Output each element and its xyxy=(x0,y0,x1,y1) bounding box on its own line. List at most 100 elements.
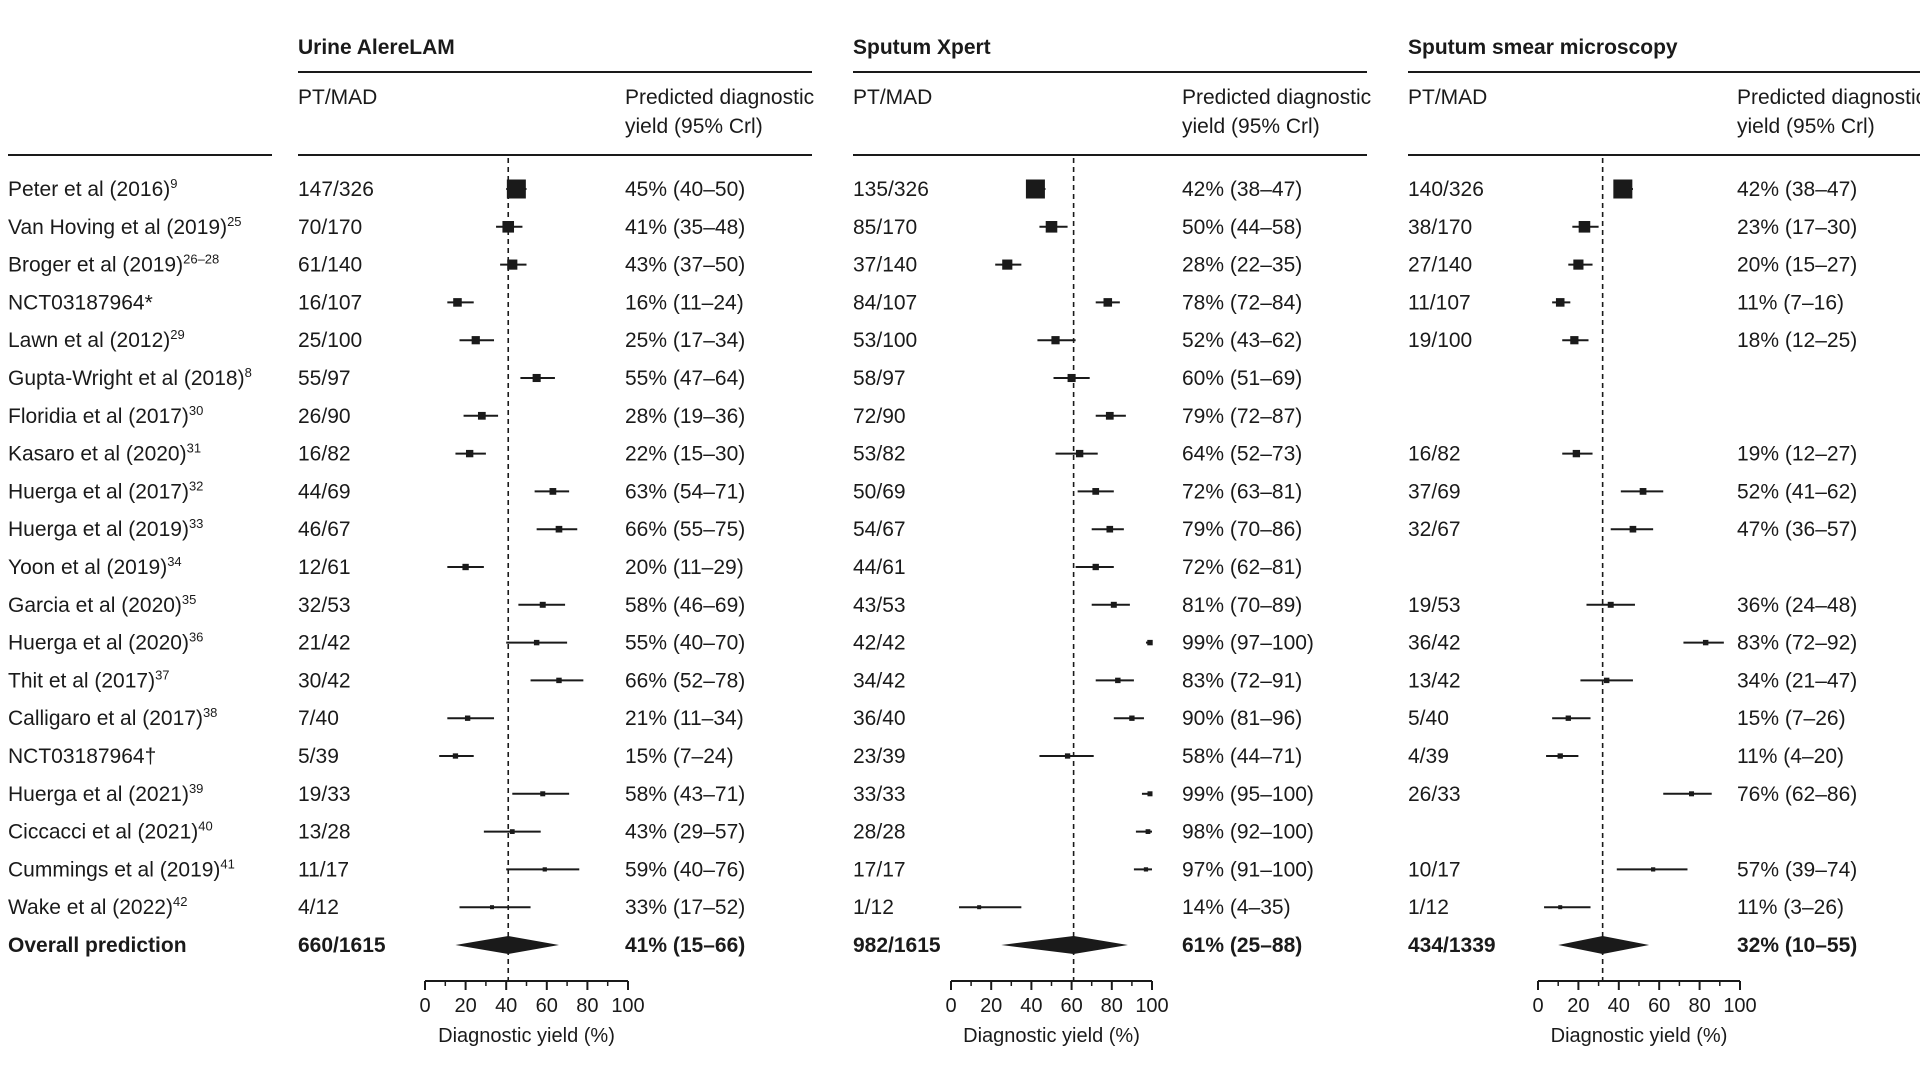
point-estimate xyxy=(452,753,459,759)
x-axis-label: Diagnostic yield (%) xyxy=(1551,1025,1728,1047)
study-reference: 31 xyxy=(187,441,201,456)
count-value: 37/140 xyxy=(853,254,917,277)
count-value: 19/53 xyxy=(1408,594,1461,617)
count-column-header: PT/MAD xyxy=(1408,86,1487,109)
yield-value: 11% (3–26) xyxy=(1737,896,1844,919)
study-reference: 35 xyxy=(182,592,196,607)
yield-value: 66% (52–78) xyxy=(625,669,745,692)
study-label: Calligaro et al (2017)38 xyxy=(8,705,217,730)
count-value: 5/39 xyxy=(298,745,339,768)
study-label: Gupta-Wright et al (2018)8 xyxy=(8,365,252,390)
count-column-header: PT/MAD xyxy=(298,86,377,109)
count-value: 27/140 xyxy=(1408,254,1472,277)
point-estimate xyxy=(1002,259,1013,270)
yield-value: 99% (95–100) xyxy=(1182,783,1314,806)
overall-count: 660/1615 xyxy=(298,934,386,957)
point-estimate xyxy=(549,488,557,495)
count-value: 16/82 xyxy=(1408,443,1461,466)
yield-value: 41% (35–48) xyxy=(625,216,745,239)
count-value: 140/326 xyxy=(1408,178,1484,201)
count-value: 13/42 xyxy=(1408,669,1461,692)
yield-value: 42% (38–47) xyxy=(1182,178,1302,201)
point-estimate xyxy=(977,905,982,910)
overall-label: Overall prediction xyxy=(8,934,187,957)
yield-value: 11% (4–20) xyxy=(1737,745,1844,768)
count-value: 36/40 xyxy=(853,707,906,730)
yield-value: 18% (12–25) xyxy=(1737,329,1857,352)
point-estimate xyxy=(1051,336,1060,345)
study-label: Lawn et al (2012)29 xyxy=(8,327,185,352)
count-value: 30/42 xyxy=(298,669,351,692)
x-tick-label: 60 xyxy=(1648,995,1670,1017)
forest-panels: Urine AlereLAM PT/MAD Predicted diagnostic… xyxy=(298,36,1920,1047)
point-estimate xyxy=(1557,753,1563,759)
point-estimate xyxy=(1025,179,1045,199)
overall-yield: 32% (10–55) xyxy=(1737,934,1857,957)
yield-value: 99% (97–100) xyxy=(1182,632,1314,655)
yield-value: 42% (38–47) xyxy=(1737,178,1857,201)
study-reference: 37 xyxy=(155,667,169,682)
x-tick-label: 40 xyxy=(1020,995,1042,1017)
count-value: 23/39 xyxy=(853,745,906,768)
yield-value: 20% (11–29) xyxy=(625,556,744,579)
x-tick-label: 20 xyxy=(1567,995,1589,1017)
yield-value: 19% (12–27) xyxy=(1737,443,1857,466)
count-value: 33/33 xyxy=(853,783,906,806)
overall-diamond xyxy=(455,936,559,954)
study-label: Garcia et al (2020)35 xyxy=(8,592,196,617)
yield-value: 76% (62–86) xyxy=(1737,783,1857,806)
count-value: 4/12 xyxy=(298,896,339,919)
yield-column-header-line2: yield (95% Crl) xyxy=(1737,115,1875,138)
count-value: 84/107 xyxy=(853,291,917,314)
yield-value: 16% (11–24) xyxy=(625,291,744,314)
count-value: 16/82 xyxy=(298,443,351,466)
x-axis-label: Diagnostic yield (%) xyxy=(963,1025,1140,1047)
yield-value: 98% (92–100) xyxy=(1182,821,1314,844)
panel-title: Sputum smear microscopy xyxy=(1408,36,1678,59)
overall-diamond xyxy=(1558,936,1650,954)
count-value: 32/53 xyxy=(298,594,351,617)
point-estimate xyxy=(540,791,546,797)
yield-column-header: Predicted diagnostic xyxy=(1182,86,1371,109)
point-estimate xyxy=(1067,373,1076,383)
x-tick-label: 0 xyxy=(1532,995,1543,1017)
point-estimate xyxy=(1578,221,1591,233)
point-estimate xyxy=(1702,639,1709,646)
study-reference: 32 xyxy=(189,478,203,493)
point-estimate xyxy=(1147,791,1153,797)
forest-panel: Sputum Xpert PT/MAD Predicted diagnostic yi… xyxy=(853,36,1371,1047)
point-estimate xyxy=(533,639,540,646)
count-value: 25/100 xyxy=(298,329,362,352)
panel-title: Sputum Xpert xyxy=(853,36,991,59)
forest-panel: Sputum smear microscopy PT/MAD Predicted d… xyxy=(1408,36,1920,1047)
point-estimate xyxy=(1103,298,1113,307)
study-label: Peter et al (2016)9 xyxy=(8,176,178,201)
study-label: NCT03187964† xyxy=(8,745,156,768)
point-estimate xyxy=(1147,639,1153,646)
point-estimate xyxy=(462,563,469,571)
point-estimate xyxy=(507,259,518,270)
study-reference: 40 xyxy=(198,819,212,834)
point-estimate xyxy=(539,601,546,608)
count-value: 5/40 xyxy=(1408,707,1449,730)
point-estimate xyxy=(471,336,480,345)
forest-panel: Urine AlereLAM PT/MAD Predicted diagnostic… xyxy=(298,36,814,1047)
count-value: 70/170 xyxy=(298,216,362,239)
yield-value: 25% (17–34) xyxy=(625,329,745,352)
overall-count: 982/1615 xyxy=(853,934,941,957)
point-estimate xyxy=(1106,525,1114,533)
yield-value: 83% (72–91) xyxy=(1182,669,1302,692)
count-value: 46/67 xyxy=(298,518,351,541)
x-tick-label: 0 xyxy=(419,995,430,1017)
count-value: 42/42 xyxy=(853,632,906,655)
point-estimate xyxy=(555,525,563,533)
count-column-header: PT/MAD xyxy=(853,86,932,109)
yield-value: 57% (39–74) xyxy=(1737,858,1857,881)
overall-count: 434/1339 xyxy=(1408,934,1496,957)
count-value: 34/42 xyxy=(853,669,906,692)
count-value: 17/17 xyxy=(853,858,906,881)
point-estimate xyxy=(477,411,486,420)
count-value: 38/170 xyxy=(1408,216,1472,239)
yield-value: 11% (7–16) xyxy=(1737,291,1844,314)
